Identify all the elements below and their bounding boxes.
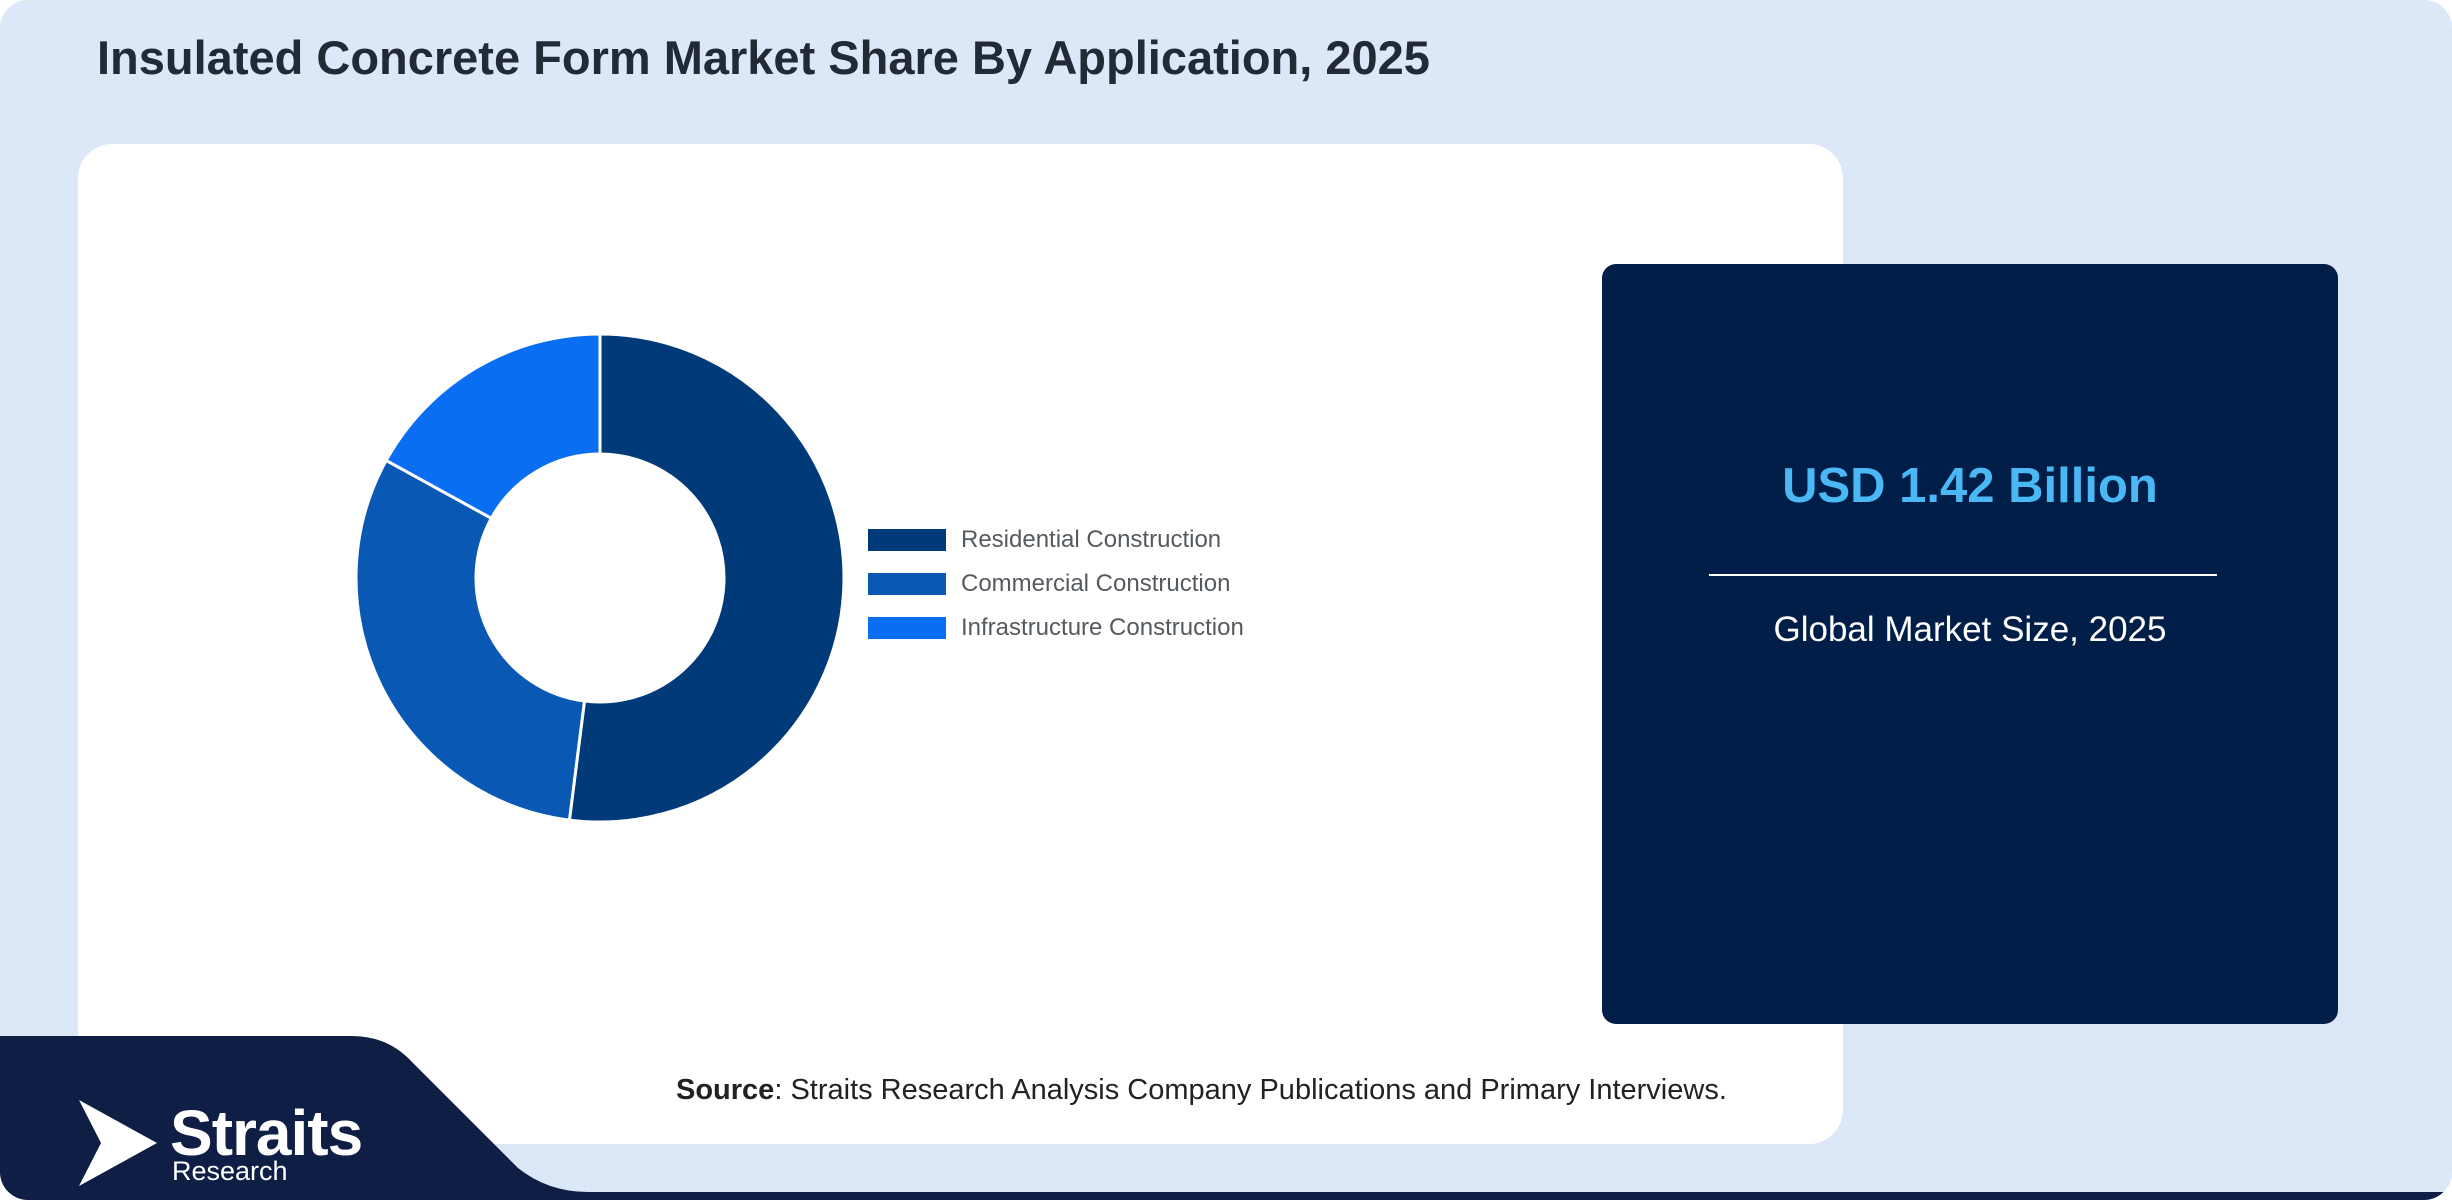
page-title: Insulated Concrete Form Market Share By … bbox=[97, 31, 1430, 84]
market-size-panel bbox=[1602, 264, 2338, 1024]
legend-swatch bbox=[868, 529, 946, 551]
donut-chart bbox=[354, 332, 846, 824]
legend-label: Residential Construction bbox=[961, 526, 1222, 553]
source-text: : Straits Research Analysis Company Publ… bbox=[774, 1074, 1727, 1106]
legend-label: Infrastructure Construction bbox=[961, 614, 1244, 641]
source-note: Source: Straits Research Analysis Compan… bbox=[676, 1074, 1727, 1107]
market-size-label: Global Market Size, 2025 bbox=[1773, 610, 2167, 649]
stat-divider bbox=[1709, 574, 2217, 576]
legend-label: Commercial Construction bbox=[961, 570, 1231, 597]
logo-name: Straits bbox=[170, 1097, 363, 1169]
donut-slice-infrastructure-construction bbox=[384, 332, 602, 521]
donut-slice-commercial-construction bbox=[354, 458, 587, 822]
market-size-value: USD 1.42 Billion bbox=[1782, 459, 2158, 513]
straits-logo-icon bbox=[79, 1100, 157, 1186]
legend-item: Residential Construction bbox=[868, 518, 1244, 562]
source-prefix: Source bbox=[676, 1074, 775, 1106]
legend-swatch bbox=[868, 573, 946, 595]
logo-subtitle: Research bbox=[172, 1156, 288, 1186]
legend-item: Infrastructure Construction bbox=[868, 606, 1244, 650]
legend-swatch bbox=[868, 617, 946, 639]
legend-item: Commercial Construction bbox=[868, 562, 1244, 606]
donut-slice-residential-construction bbox=[567, 332, 846, 824]
chart-legend: Residential Construction Commercial Const… bbox=[868, 518, 1244, 650]
